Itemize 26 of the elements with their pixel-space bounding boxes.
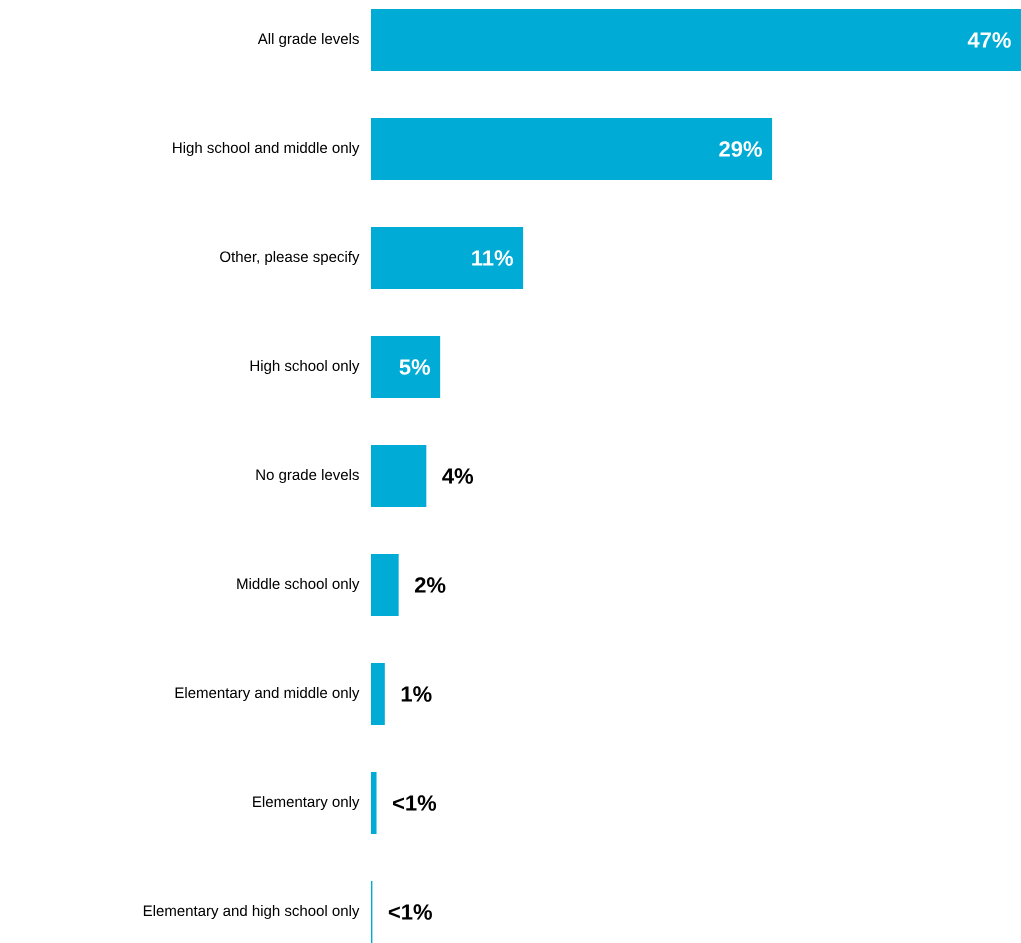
bar	[371, 117, 773, 181]
y-tick-label: High school and middle only	[173, 142, 360, 156]
y-tick-label: All grade levels	[257, 33, 359, 47]
y-tick-label: Elementary only	[253, 796, 360, 811]
data-label: 5%	[399, 359, 431, 375]
bar	[371, 553, 399, 617]
data-label: 47%	[967, 32, 1011, 48]
data-label: 11%	[472, 250, 514, 266]
data-label: 29%	[719, 141, 762, 157]
data-label: <1%	[388, 904, 432, 920]
data-label: <1%	[392, 795, 437, 811]
y-tick-label: High school only	[250, 360, 360, 375]
y-tick-label: Middle school only	[237, 578, 360, 593]
y-tick-label: Elementary and high school only	[143, 905, 360, 920]
bar	[371, 8, 1021, 72]
data-label: 2%	[414, 577, 446, 593]
bar	[371, 662, 385, 726]
data-label: 1%	[401, 686, 432, 702]
y-tick-label: No grade levels	[256, 469, 359, 484]
data-label: 4%	[442, 468, 474, 484]
y-tick-label: Elementary and middle only	[175, 687, 360, 702]
bar	[371, 335, 441, 399]
bar	[371, 771, 377, 835]
bar	[371, 444, 427, 508]
y-tick-label: Other, please specify	[220, 251, 360, 265]
bar	[371, 226, 524, 290]
